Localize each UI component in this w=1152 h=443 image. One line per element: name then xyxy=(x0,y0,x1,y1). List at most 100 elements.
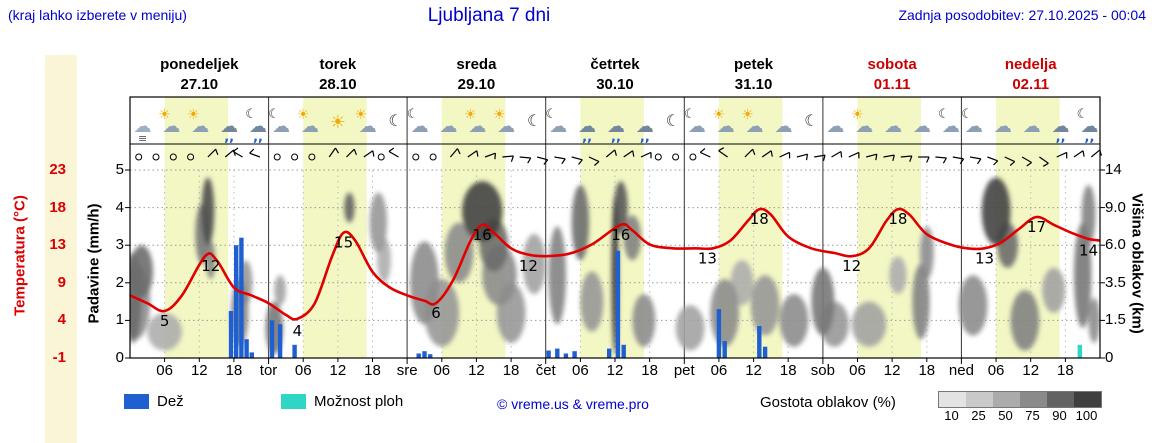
precipitation-tick: 2 xyxy=(115,273,124,291)
day-date: 29.10 xyxy=(457,76,496,93)
svg-text:☁: ☁ xyxy=(549,116,567,137)
svg-text:16: 16 xyxy=(473,226,492,244)
svg-text:14: 14 xyxy=(1079,242,1098,260)
cloud-density-swatch xyxy=(993,392,1020,407)
svg-text:☀: ☀ xyxy=(330,112,346,133)
cloud-density-swatch xyxy=(1020,392,1047,407)
svg-text:☁: ☁ xyxy=(249,116,267,137)
time-tick: 12 xyxy=(606,362,624,379)
cloud-density-swatch xyxy=(966,392,993,407)
time-tick: 06 xyxy=(572,362,589,379)
last-updated: Zadnja posodobitev: 27.10.2025 - 00:04 xyxy=(898,7,1146,23)
time-tick: 12 xyxy=(883,362,901,379)
cloud-height-tick: 1.5 xyxy=(1105,311,1126,329)
day-name: ponedeljek xyxy=(160,56,239,73)
svg-text:☀: ☀ xyxy=(712,107,725,123)
svg-text:☁: ☁ xyxy=(826,116,844,137)
svg-text:☁: ☁ xyxy=(965,116,983,137)
svg-text:☁: ☁ xyxy=(855,116,873,137)
cloud-height-tick: 6.0 xyxy=(1105,236,1126,254)
svg-text:☀: ☀ xyxy=(354,107,367,123)
showers-legend-label: Možnost ploh xyxy=(314,393,404,410)
svg-text:☁: ☁ xyxy=(578,116,596,137)
day-header: sreda 29.10 xyxy=(406,55,546,95)
temperature-tick: 18 xyxy=(49,198,66,216)
svg-text:☁: ☁ xyxy=(688,116,706,137)
svg-text:☀: ☀ xyxy=(187,107,200,123)
temperature-axis-label: Temperatura (°C) xyxy=(11,195,29,316)
time-tick: ned xyxy=(948,362,974,379)
svg-text:☾: ☾ xyxy=(268,107,280,122)
svg-text:☁: ☁ xyxy=(272,116,290,137)
svg-text:☁: ☁ xyxy=(1080,116,1098,137)
cloud-density-scale: 10 25 50 75 90 100 xyxy=(938,391,1102,423)
svg-text:☁: ☁ xyxy=(774,116,792,137)
svg-text:☾: ☾ xyxy=(407,107,419,122)
svg-text:,,: ,, xyxy=(582,130,592,145)
day-date: 31.10 xyxy=(734,76,773,93)
svg-text:5: 5 xyxy=(160,312,170,330)
svg-text:☁: ☁ xyxy=(301,116,319,137)
svg-text:,,: ,, xyxy=(640,130,650,145)
time-tick: 06 xyxy=(710,362,728,379)
day-name: sreda xyxy=(456,56,497,73)
time-tick: tor xyxy=(259,362,278,379)
svg-text:☀: ☀ xyxy=(493,107,506,123)
cloud-density-value: 90 xyxy=(1052,408,1067,423)
page-title: Ljubljana 7 dni xyxy=(427,5,551,26)
svg-text:☾: ☾ xyxy=(684,107,696,122)
cloud-density-value: 100 xyxy=(1075,408,1098,423)
svg-text:15: 15 xyxy=(334,234,353,252)
svg-text:☀: ☀ xyxy=(158,107,171,123)
svg-text:☁: ☁ xyxy=(468,116,486,137)
svg-text:☁: ☁ xyxy=(994,116,1012,137)
time-tick: 12 xyxy=(190,362,208,379)
svg-text:☁: ☁ xyxy=(746,116,764,137)
svg-text:,,: ,, xyxy=(224,130,234,145)
svg-text:☀: ☀ xyxy=(464,107,477,123)
svg-text:☁: ☁ xyxy=(1023,116,1041,137)
time-tick: 12 xyxy=(468,362,485,379)
cloud-height-tick: 0 xyxy=(1105,349,1114,366)
rain-legend-swatch xyxy=(124,394,149,409)
svg-text:13: 13 xyxy=(975,249,994,267)
time-tick: 18 xyxy=(779,362,797,379)
svg-text:☁: ☁ xyxy=(162,116,180,137)
svg-text:☾: ☾ xyxy=(938,107,950,122)
time-tick: 06 xyxy=(294,362,312,379)
svg-text:☀: ☀ xyxy=(851,107,864,123)
svg-text:☾: ☾ xyxy=(545,107,557,122)
time-tick: 12 xyxy=(745,362,762,379)
time-tick: 18 xyxy=(225,362,243,379)
svg-text:☁: ☁ xyxy=(913,116,931,137)
svg-text:☁: ☁ xyxy=(1052,116,1070,137)
temperature-tick: 9 xyxy=(57,273,66,291)
day-date: 27.10 xyxy=(180,76,219,93)
svg-text:☁: ☁ xyxy=(497,116,515,137)
rain-legend-label: Dež xyxy=(157,393,184,410)
day-header: četrtek 30.10 xyxy=(545,55,685,95)
credit-link[interactable]: © vreme.us & vreme.pro xyxy=(497,396,649,412)
cloud-density-value: 75 xyxy=(1025,408,1040,423)
time-tick: 18 xyxy=(641,362,658,379)
day-header: torek 28.10 xyxy=(268,55,408,95)
day-header: petek 31.10 xyxy=(684,55,824,95)
svg-text:☁: ☁ xyxy=(440,116,458,137)
day-name: torek xyxy=(319,56,357,73)
day-name: četrtek xyxy=(590,56,640,73)
svg-text:☀: ☀ xyxy=(297,107,310,123)
svg-text:☾: ☾ xyxy=(245,107,257,122)
day-date: 28.10 xyxy=(319,76,357,93)
day-date: 01.11 xyxy=(873,76,911,93)
time-tick: 18 xyxy=(502,362,520,379)
day-header: nedelja 02.11 xyxy=(961,55,1101,95)
time-tick: 18 xyxy=(364,362,381,379)
svg-text:,,: ,, xyxy=(1056,130,1066,145)
precipitation-tick: 5 xyxy=(115,161,124,178)
svg-text:≡: ≡ xyxy=(138,132,147,145)
time-tick: čet xyxy=(535,362,556,379)
time-tick: sob xyxy=(810,362,835,379)
precipitation-axis-label: Padavine (mm/h) xyxy=(85,203,103,324)
time-tick: 06 xyxy=(433,362,451,379)
svg-text:13: 13 xyxy=(698,249,717,267)
